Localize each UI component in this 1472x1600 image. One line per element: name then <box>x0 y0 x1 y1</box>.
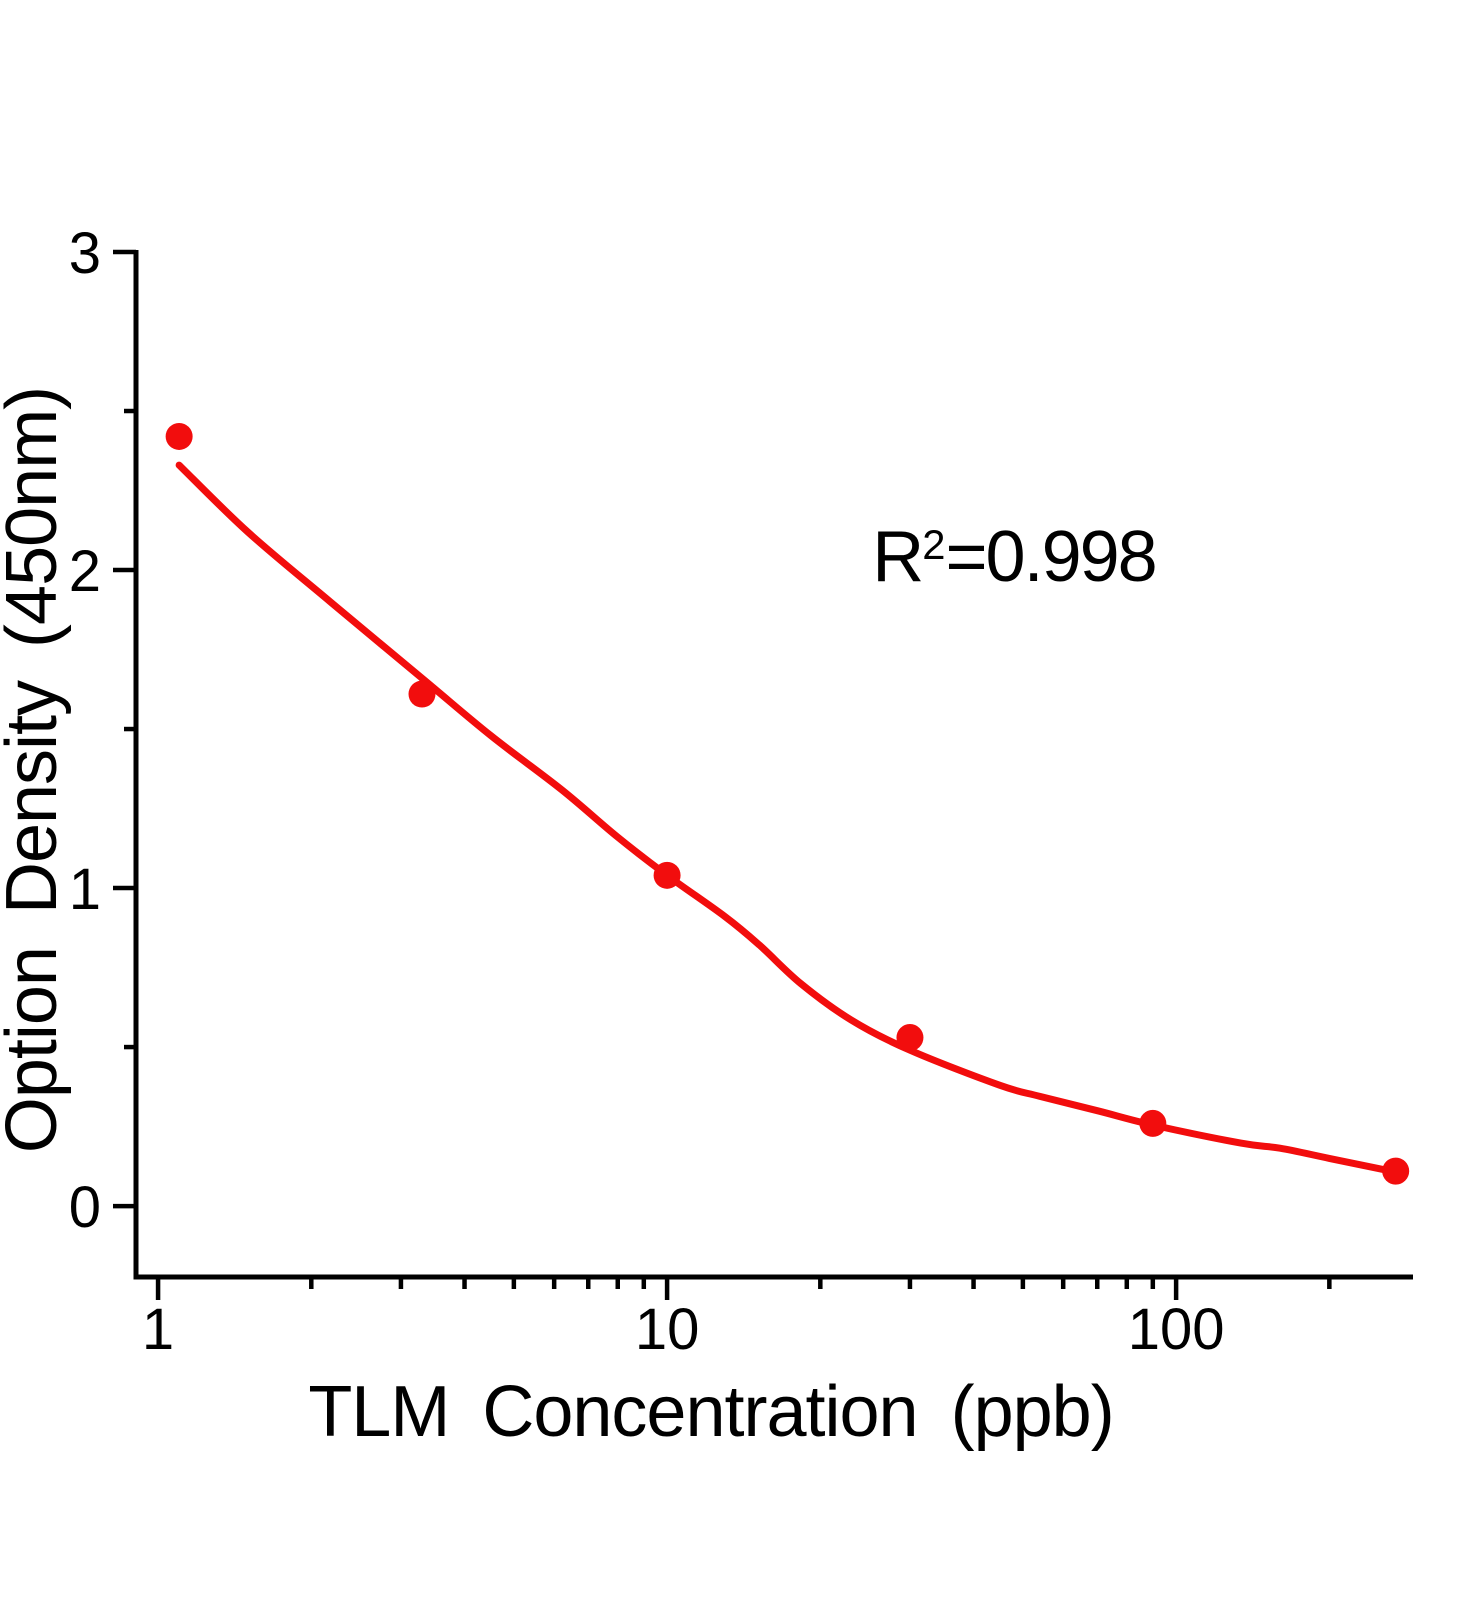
x-tick-label: 100 <box>1128 1297 1225 1362</box>
data-point <box>1382 1157 1410 1185</box>
data-point <box>896 1024 924 1052</box>
fit-curve <box>175 461 1400 1176</box>
x-axis-title: TLM Concentration (ppb) <box>308 1372 1114 1452</box>
data-point <box>1139 1109 1167 1137</box>
data-point <box>165 422 193 450</box>
y-axis-title: Option Density (450nm) <box>0 386 72 1154</box>
r-squared-value: =0.998 <box>945 517 1158 597</box>
r-squared-exponent: 2 <box>922 521 946 569</box>
y-tick-label: 2 <box>69 539 101 604</box>
x-tick-label: 10 <box>635 1297 700 1362</box>
r-squared-base: R <box>872 517 924 597</box>
y-tick-label: 1 <box>69 857 101 922</box>
data-point <box>408 680 436 708</box>
y-tick-label: 3 <box>69 221 101 286</box>
x-tick-label: 1 <box>142 1297 174 1362</box>
r-squared-annotation: R2=0.998 <box>872 516 1158 598</box>
data-point <box>653 861 681 889</box>
y-tick-label: 0 <box>69 1175 101 1240</box>
